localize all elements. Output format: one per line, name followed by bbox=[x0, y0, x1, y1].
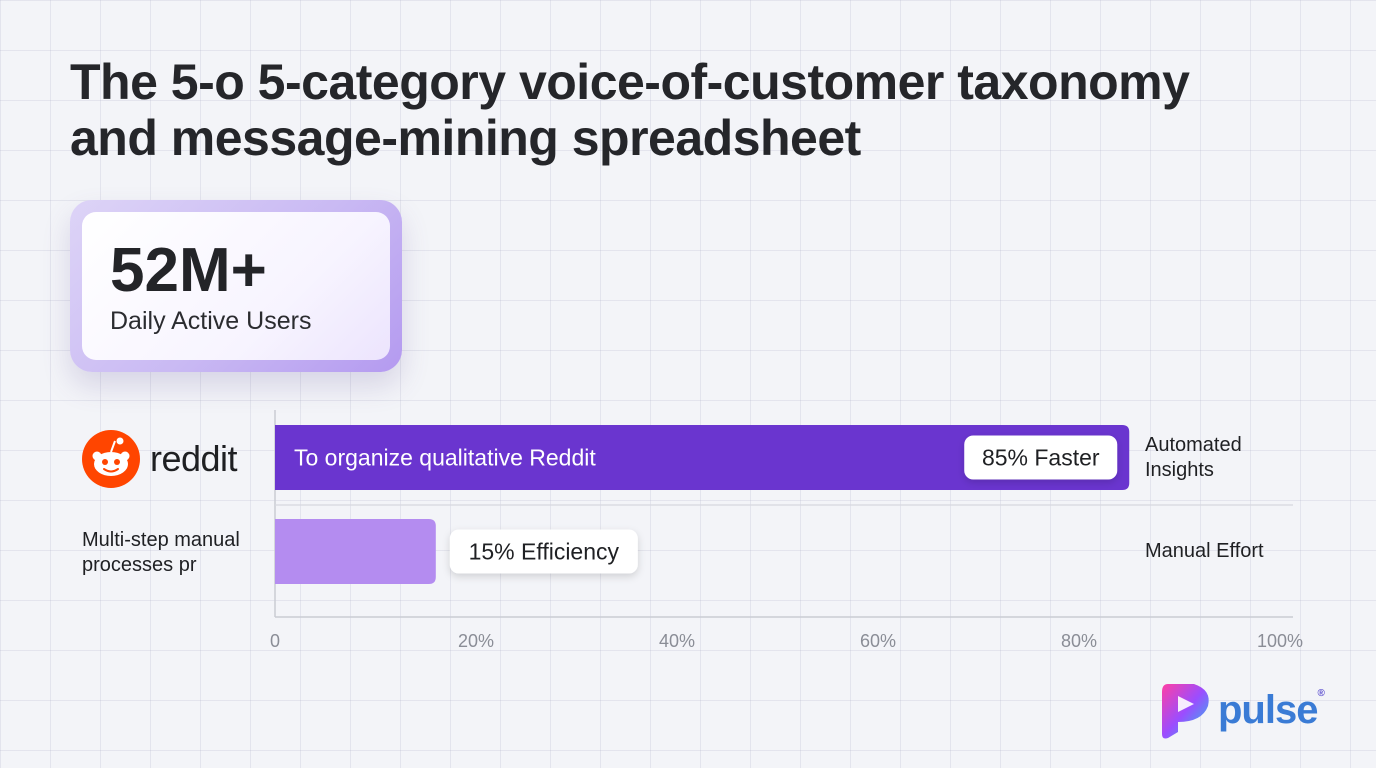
automated-bar bbox=[275, 425, 1130, 490]
reddit-wordmark: reddit bbox=[150, 438, 238, 479]
bar-badge bbox=[964, 435, 1118, 480]
reddit-alien-icon bbox=[82, 430, 140, 488]
bar-inner-label: To organize qualitative Reddit bbox=[294, 445, 596, 471]
x-tick-label: 40% bbox=[659, 631, 695, 651]
x-tick-label: 80% bbox=[1061, 631, 1097, 651]
automated-insights-line-2: Insights bbox=[1145, 459, 1214, 481]
stat-card-inner: 52M+ Daily Active Users bbox=[82, 212, 390, 360]
pulse-wordmark-text: pulse bbox=[1218, 687, 1318, 732]
automated-insights-line-1: Automated bbox=[1145, 434, 1242, 456]
bar-badge-label: 85% Faster bbox=[982, 445, 1100, 471]
automated-insights-label: Automated Insights bbox=[1145, 433, 1242, 483]
stat-card: 52M+ Daily Active Users bbox=[70, 200, 402, 372]
title-line-2: and message-mining spreadsheet bbox=[70, 110, 861, 166]
registered-mark: ® bbox=[1317, 687, 1324, 699]
pulse-logo: pulse® bbox=[1158, 678, 1325, 742]
stat-label: Daily Active Users bbox=[110, 307, 312, 335]
manual-row-label: Multi-step manual processes pr bbox=[82, 528, 272, 578]
page-title: The 5-o 5-category voice-of-customer tax… bbox=[70, 54, 1310, 166]
manual-bar bbox=[275, 519, 436, 584]
title-line-1: The 5-o 5-category voice-of-customer tax… bbox=[70, 54, 1190, 110]
x-tick-label: 0 bbox=[270, 631, 280, 651]
manual-row-label-line-1: Multi-step manual bbox=[82, 529, 240, 551]
x-tick-label: 100% bbox=[1257, 631, 1303, 651]
pulse-wordmark: pulse® bbox=[1218, 687, 1325, 733]
reddit-logo: reddit bbox=[82, 430, 238, 488]
manual-row-label-line-2: processes pr bbox=[82, 554, 197, 576]
x-tick-label: 20% bbox=[458, 631, 494, 651]
pulse-logo-icon bbox=[1162, 684, 1209, 739]
stat-value: 52M+ bbox=[110, 236, 267, 305]
x-tick-label: 60% bbox=[860, 631, 896, 651]
manual-effort-label: Manual Effort bbox=[1145, 540, 1264, 562]
bar-badge bbox=[449, 529, 638, 574]
bar-badge-label: 15% Efficiency bbox=[469, 539, 620, 565]
